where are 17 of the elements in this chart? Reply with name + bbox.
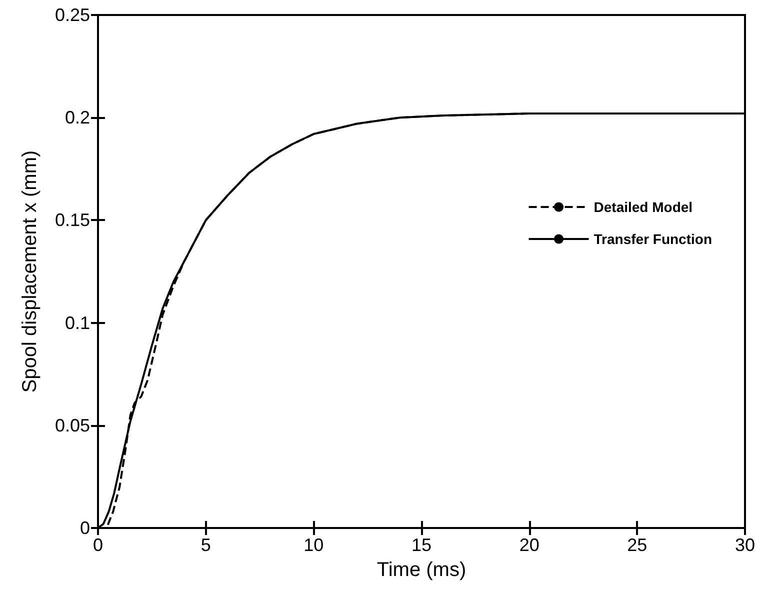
y-tick-label: 0.15 [54, 210, 90, 230]
y-tick-label: 0.25 [54, 5, 90, 25]
x-tick-label: 20 [519, 535, 540, 555]
x-tick-label: 25 [627, 535, 648, 555]
y-tick-label: 0.05 [54, 415, 90, 436]
y-tick-label: 0.2 [64, 108, 90, 128]
legend-label: Detailed Model [594, 199, 693, 215]
x-tick-label: 30 [734, 535, 756, 555]
x-axis-title: Time (ms) [376, 559, 466, 581]
x-tick-label: 5 [200, 535, 211, 555]
x-tick-label: 15 [411, 535, 432, 555]
legend-label: Transfer Function [594, 231, 712, 247]
y-tick-label: 0.1 [64, 312, 90, 333]
x-tick-label: 10 [304, 535, 324, 555]
y-tick-label: 0 [80, 518, 90, 538]
y-axis-title: Spool displacement x (mm) [19, 150, 41, 393]
x-tick-label: 0 [92, 535, 104, 555]
